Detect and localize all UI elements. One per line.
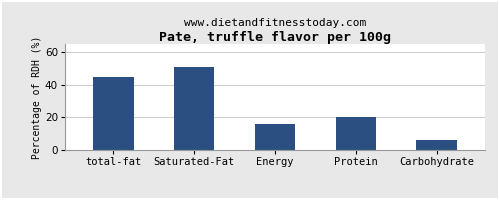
Bar [255,124,295,150]
Bar [416,140,457,150]
Bar [174,67,214,150]
Y-axis label: Percentage of RDH (%): Percentage of RDH (%) [32,35,42,159]
Text: www.dietandfitnesstoday.com: www.dietandfitnesstoday.com [184,18,366,28]
Bar [94,77,134,150]
Title: Pate, truffle flavor per 100g: Pate, truffle flavor per 100g [159,31,391,44]
Bar [336,117,376,150]
